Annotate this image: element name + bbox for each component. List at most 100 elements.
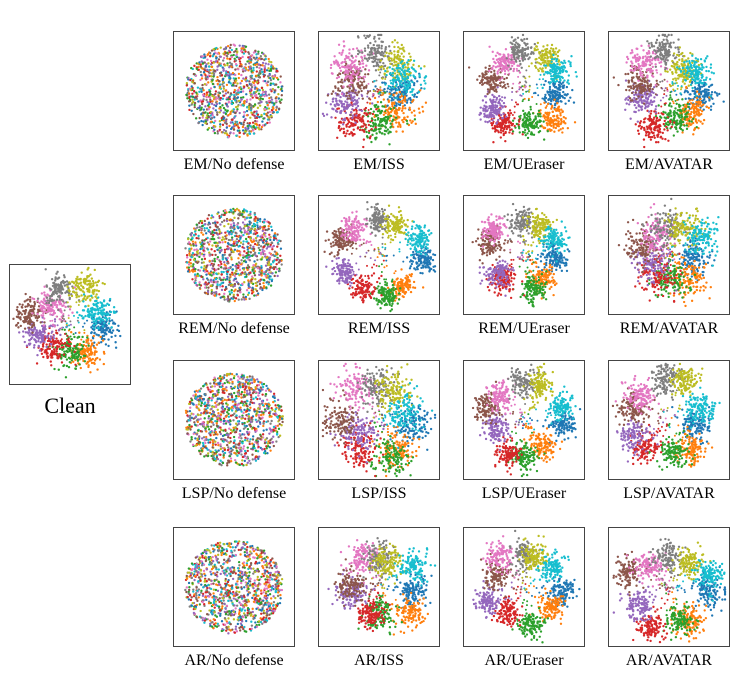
tsne-point [229,82,232,85]
tsne-point [499,129,503,132]
tsne-point [371,112,375,116]
tsne-point [366,101,369,104]
tsne-point [216,75,219,79]
clean-scatter-point [23,340,26,344]
tsne-point [403,78,406,81]
tsne-point [390,97,394,100]
tsne-point [219,46,222,49]
tsne-point [373,35,376,39]
tsne-point [212,126,215,129]
clean-scatter-point [54,290,58,293]
tsne-point [516,53,519,56]
tsne-point [279,101,282,104]
tsne-point [495,113,498,116]
tsne-point [406,61,409,64]
tsne-point [522,55,526,58]
tsne-point [544,79,547,83]
clean-scatter-point [102,334,106,337]
tsne-point [391,101,394,104]
clean-scatter-point [91,342,94,345]
clean-scatter-point [89,348,93,351]
tsne-point [211,55,215,58]
tsne-point [321,112,325,115]
clean-scatter-point [114,346,118,349]
clean-scatter-point [57,345,60,348]
clean-scatter-point [28,298,32,301]
tsne-point [279,75,282,78]
tsne-point [216,113,219,116]
tsne-point [239,90,243,94]
clean-scatter-point [28,326,31,329]
tsne-point [506,66,510,69]
tsne-point [414,69,417,72]
tsne-point [350,73,353,76]
tsne-point [355,106,358,110]
clean-scatter-point [63,350,66,353]
tsne-point [209,114,213,117]
tsne-point [363,34,366,37]
tsne-point [518,82,521,85]
tsne-point [516,90,519,93]
tsne-point [240,98,243,101]
tsne-point [533,42,536,46]
clean-scatter-point [108,297,112,301]
tsne-point [255,53,258,56]
tsne-point [249,125,252,128]
tsne-point [358,118,362,122]
tsne-point [402,73,406,76]
tsne-point [362,145,365,149]
tsne-point [353,117,356,120]
tsne-point [540,68,543,71]
tsne-point [412,75,416,78]
clean-scatter-point [18,303,21,306]
clean-scatter-point [99,309,103,312]
tsne-point [512,53,515,56]
tsne-point [248,57,251,60]
tsne-point [375,108,378,111]
tsne-point [546,90,549,93]
clean-scatter-point [78,278,81,281]
tsne-point [395,75,399,79]
clean-scatter-point [95,299,98,303]
tsne-point [563,93,566,96]
tsne-point [256,106,260,109]
tsne-point [203,53,206,56]
tsne-point [550,129,553,132]
tsne-point [339,69,343,73]
tsne-point [371,125,375,128]
tsne-point [510,128,513,131]
clean-scatter-point [90,351,94,354]
clean-scatter-point [65,358,69,361]
clean-scatter-point [69,335,72,338]
clean-scatter-point [107,330,111,333]
tsne-point [352,103,356,106]
tsne-point [255,120,259,123]
tsne-point [396,88,399,92]
tsne-point [557,72,560,75]
tsne-panel-em-0 [173,31,295,151]
tsne-point [337,63,341,67]
tsne-point [342,130,346,134]
clean-scatter-point [76,319,79,322]
tsne-point [555,59,558,63]
tsne-point [369,107,373,111]
tsne-point [489,77,492,80]
clean-scatter-point [96,305,99,308]
clean-scatter-point [72,333,75,336]
tsne-point [402,98,406,102]
clean-scatter-point [50,336,53,339]
tsne-point [205,108,209,111]
tsne-point [556,114,559,117]
clean-scatter-point [78,363,81,366]
tsne-point [558,68,561,71]
tsne-point [392,86,395,90]
tsne-point [185,82,189,85]
tsne-point [397,45,400,49]
tsne-point [541,58,544,62]
tsne-point [558,66,561,69]
tsne-point [496,51,499,55]
tsne-point [524,121,528,124]
clean-scatter-point [91,284,95,288]
tsne-point [521,88,524,91]
tsne-point [408,52,411,55]
